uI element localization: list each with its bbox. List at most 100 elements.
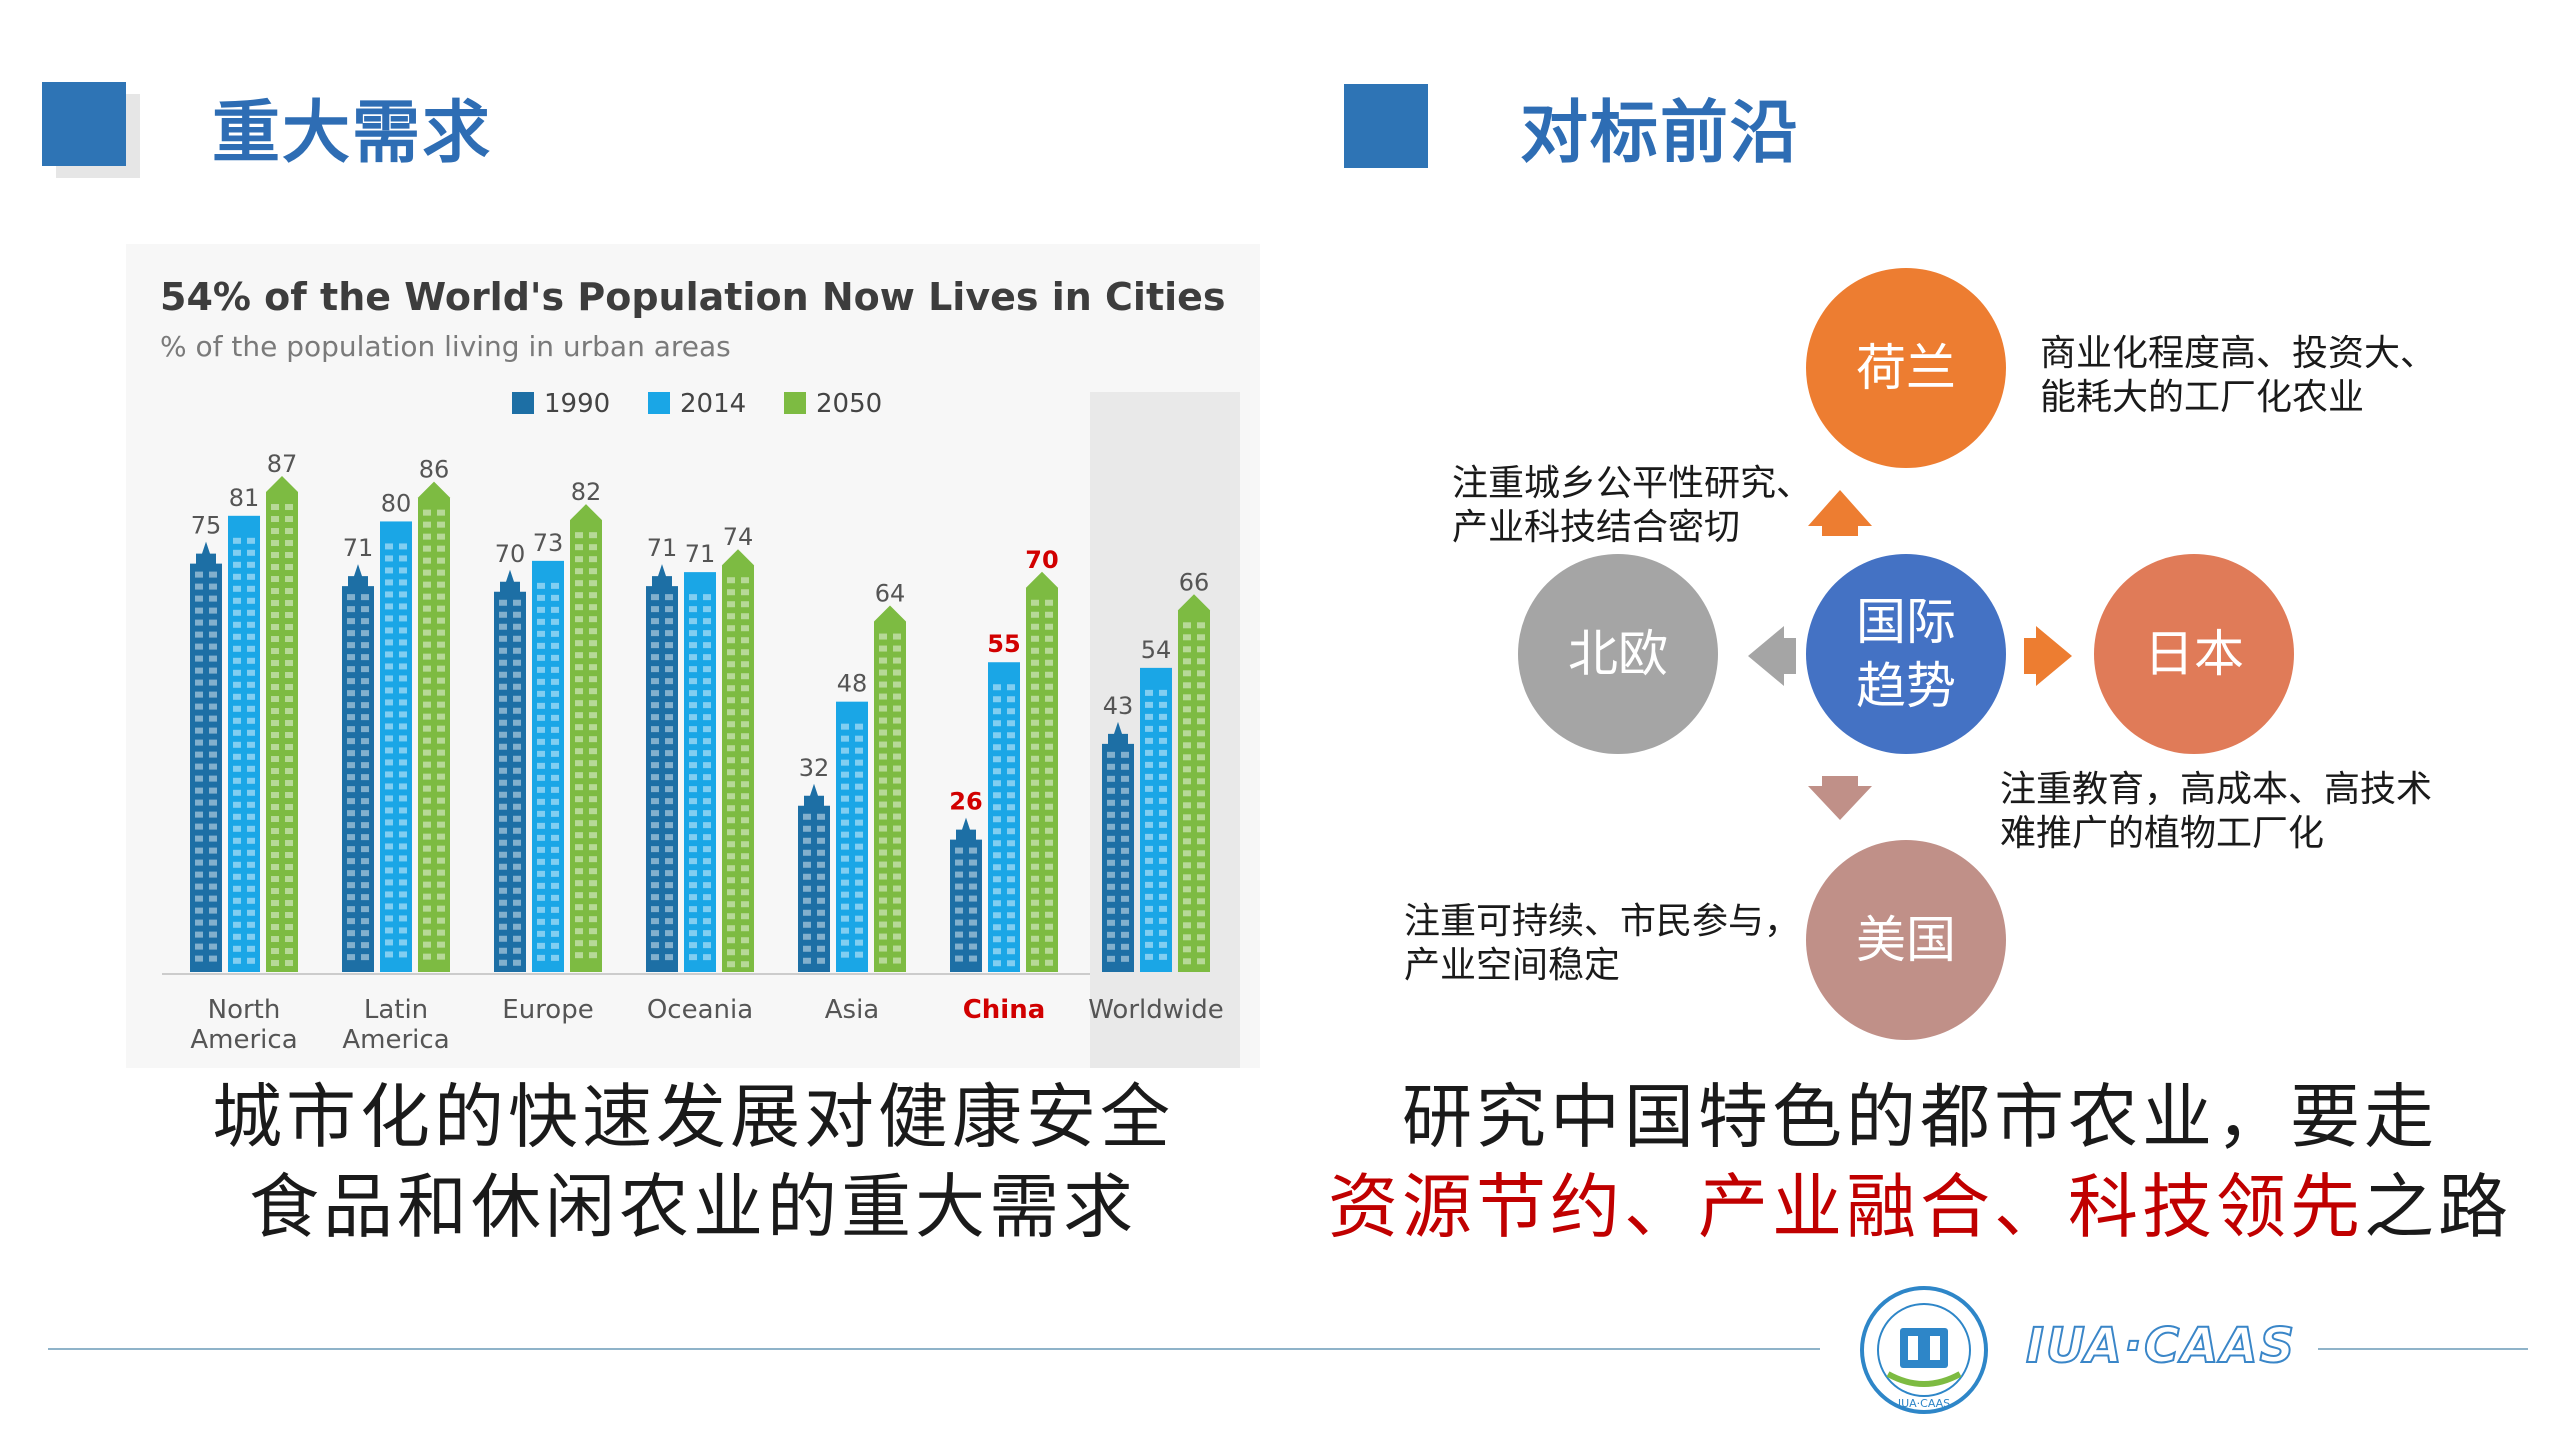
legend-swatch-2050 <box>784 392 806 414</box>
note-usa: 注重可持续、市民参与， 产业空间稳定 <box>1404 901 1801 986</box>
bar-latin-america-2050 <box>418 481 450 972</box>
category-label-asia: Asia <box>825 995 880 1025</box>
chart-svg: 54% of the World's Population Now Lives … <box>160 275 1240 1068</box>
bar-worldwide-2050 <box>1178 594 1210 972</box>
legend-swatch-2014 <box>648 392 670 414</box>
node-japan: 日本 <box>2094 554 2294 754</box>
chart-subtitle: % of the population living in urban area… <box>160 330 731 363</box>
category-label-worldwide: Worldwide <box>1088 995 1224 1025</box>
chart-title: 54% of the World's Population Now Lives … <box>160 275 1226 319</box>
right-caption-line-1: 研究中国特色的都市农业，要走 <box>1402 1076 2438 1158</box>
right-caption-end: 之路 <box>2364 1166 2512 1248</box>
category-label-north-america-2: America <box>190 1025 297 1055</box>
note-japan: 注重教育，高成本、高技术 难推广的植物工厂化 <box>2000 769 2433 854</box>
category-label-latin-america-2: America <box>342 1025 449 1055</box>
bar-latin-america-2014 <box>380 521 412 972</box>
value-label-oceania-1990: 71 <box>647 534 678 562</box>
bar-europe-2014 <box>532 560 564 972</box>
bar-oceania-2014 <box>684 572 716 972</box>
node-nordic: 北欧 <box>1518 554 1718 754</box>
left-header-square <box>42 82 126 166</box>
footer-line-left <box>48 1348 1820 1350</box>
arrow-left <box>1748 626 1796 686</box>
node-center-label: 国际 趋势 <box>1856 593 1956 715</box>
bar-europe-1990 <box>494 569 526 972</box>
arrow-down <box>1808 776 1872 820</box>
footer-line-right <box>2318 1348 2528 1350</box>
value-label-latin-america-1990: 71 <box>343 534 374 562</box>
institute-emblem: IUA·CAAS <box>1860 1286 1988 1414</box>
value-label-china-1990: 26 <box>949 788 982 816</box>
chart-bars <box>190 476 1210 972</box>
node-japan-label: 日本 <box>2144 625 2244 683</box>
value-label-worldwide-2050: 66 <box>1179 568 1210 596</box>
left-caption-line-2: 食品和休闲农业的重大需求 <box>249 1166 1137 1248</box>
bar-china-1990 <box>950 817 982 972</box>
value-label-europe-2014: 73 <box>533 529 564 557</box>
node-netherlands: 荷兰 <box>1806 268 2006 468</box>
node-international-trends: 国际 趋势 <box>1806 554 2006 754</box>
right-caption-highlight: 资源节约、产业融合、科技领先 <box>1328 1166 2364 1248</box>
emblem-text: IUA·CAAS <box>1898 1397 1950 1410</box>
bar-china-2050 <box>1026 571 1058 972</box>
right-section-title: 对标前沿 <box>1520 94 1801 173</box>
value-label-north-america-1990: 75 <box>191 512 222 540</box>
diagram-side-arrows <box>1748 626 2072 686</box>
value-label-europe-1990: 70 <box>495 540 526 568</box>
bar-asia-2014 <box>836 701 868 972</box>
bar-asia-1990 <box>798 783 830 972</box>
node-nordic-label: 北欧 <box>1568 625 1668 683</box>
legend-label-2050: 2050 <box>816 389 882 419</box>
node-netherlands-label: 荷兰 <box>1856 339 1956 397</box>
value-label-asia-1990: 32 <box>799 754 830 782</box>
diagram-arrows <box>1808 490 1872 820</box>
value-label-china-2014: 55 <box>987 630 1020 658</box>
chart-legend: 1990 2014 2050 <box>512 389 882 419</box>
bar-china-2014 <box>988 662 1020 972</box>
value-label-asia-2050: 64 <box>875 580 906 608</box>
value-label-oceania-2050: 74 <box>723 523 754 551</box>
node-usa: 美国 <box>1806 840 2006 1040</box>
category-label-latin-america-1: Latin <box>364 995 428 1025</box>
bar-oceania-2050 <box>722 549 754 972</box>
left-caption-line-1: 城市化的快速发展对健康安全 <box>212 1076 1174 1158</box>
legend-swatch-1990 <box>512 392 534 414</box>
node-usa-label: 美国 <box>1856 911 1956 969</box>
urbanization-chart: 54% of the World's Population Now Lives … <box>126 244 1260 1068</box>
value-label-north-america-2014: 81 <box>229 484 260 512</box>
category-label-north-america-1: North <box>208 995 281 1025</box>
value-label-worldwide-1990: 43 <box>1103 692 1134 720</box>
note-netherlands: 商业化程度高、投资大、 能耗大的工厂化农业 <box>2040 333 2437 418</box>
bar-north-america-2050 <box>266 476 298 972</box>
bar-north-america-2014 <box>228 515 260 972</box>
value-label-europe-2050: 82 <box>571 478 602 506</box>
arrow-right <box>2024 626 2072 686</box>
arrow-up <box>1808 490 1872 536</box>
right-header-square <box>1344 84 1428 168</box>
legend-label-1990: 1990 <box>544 389 610 419</box>
bar-europe-2050 <box>570 504 602 972</box>
note-nordic: 注重城乡公平性研究、 产业科技结合密切 <box>1452 463 1813 548</box>
bar-worldwide-2014 <box>1140 667 1172 972</box>
bar-latin-america-1990 <box>342 564 374 972</box>
value-label-asia-2014: 48 <box>837 670 868 698</box>
value-label-north-america-2050: 87 <box>267 450 298 478</box>
category-label-china: China <box>963 995 1046 1025</box>
left-section-title: 重大需求 <box>212 94 493 173</box>
bar-worldwide-1990 <box>1102 721 1134 972</box>
value-label-oceania-2014: 71 <box>685 540 716 568</box>
bar-asia-2050 <box>874 605 906 972</box>
legend-label-2014: 2014 <box>680 389 746 419</box>
footer-logo-text: IUA·CAAS <box>2025 1317 2297 1375</box>
bar-north-america-1990 <box>190 541 222 972</box>
bar-oceania-1990 <box>646 564 678 972</box>
value-label-worldwide-2014: 54 <box>1141 636 1172 664</box>
value-label-latin-america-2014: 80 <box>381 489 412 517</box>
value-label-latin-america-2050: 86 <box>419 456 450 484</box>
right-caption-line-2: 资源节约、产业融合、科技领先之路 <box>1320 1162 2520 1252</box>
value-label-china-2050: 70 <box>1025 546 1058 574</box>
category-label-europe: Europe <box>502 995 593 1025</box>
category-label-oceania: Oceania <box>647 995 753 1025</box>
